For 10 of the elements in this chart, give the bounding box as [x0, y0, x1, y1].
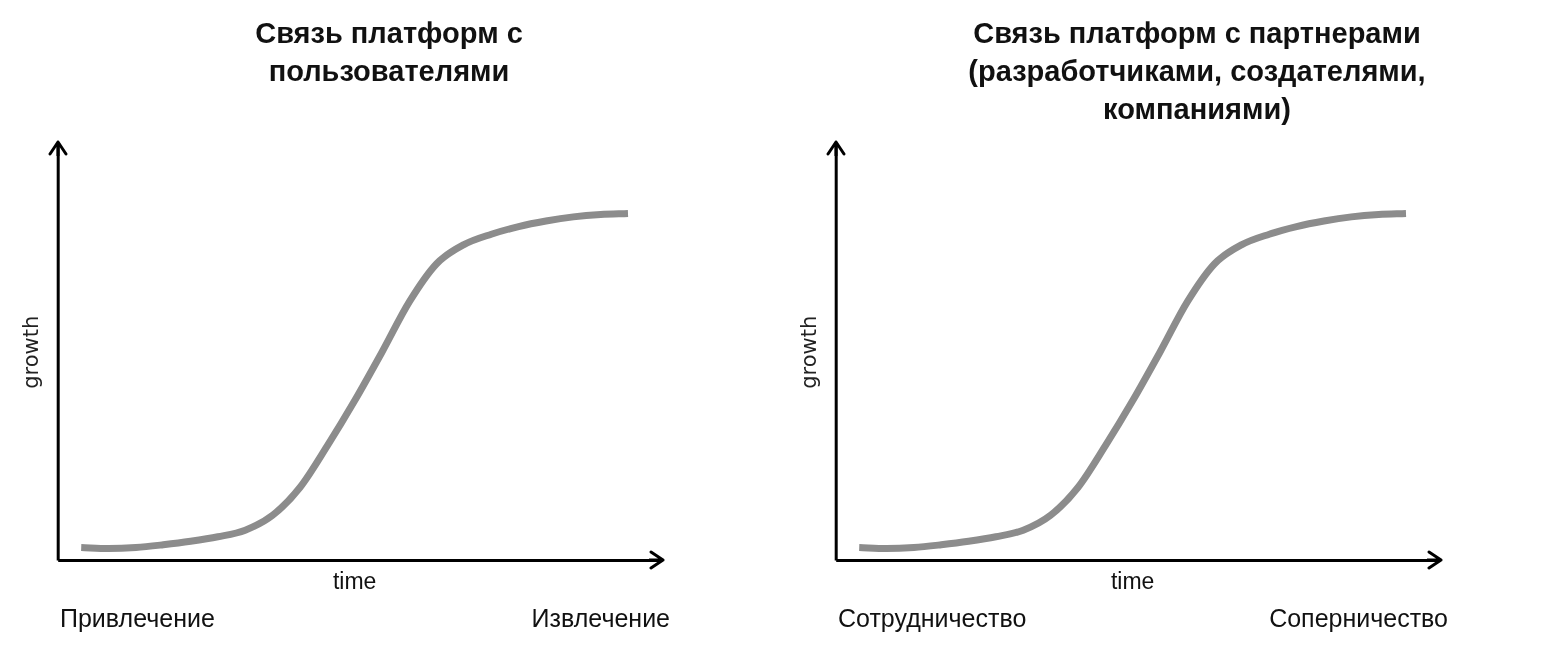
text: Извлечение [531, 604, 670, 633]
y-axis-title: growth [19, 315, 44, 389]
chart-title: Связь платформ с пользователями [254, 16, 524, 89]
x-axis-title: time [1110, 567, 1155, 594]
text: Соперничество [1269, 604, 1448, 633]
y-axis-title: growth [797, 315, 822, 389]
text: Сотрудничество [838, 604, 1027, 633]
text: Привлечение [60, 604, 215, 633]
chart-title: Связь платформ с партнерами (разработчиками, создателями, компаниями) [967, 16, 1427, 127]
x-axis-title: time [332, 567, 377, 594]
